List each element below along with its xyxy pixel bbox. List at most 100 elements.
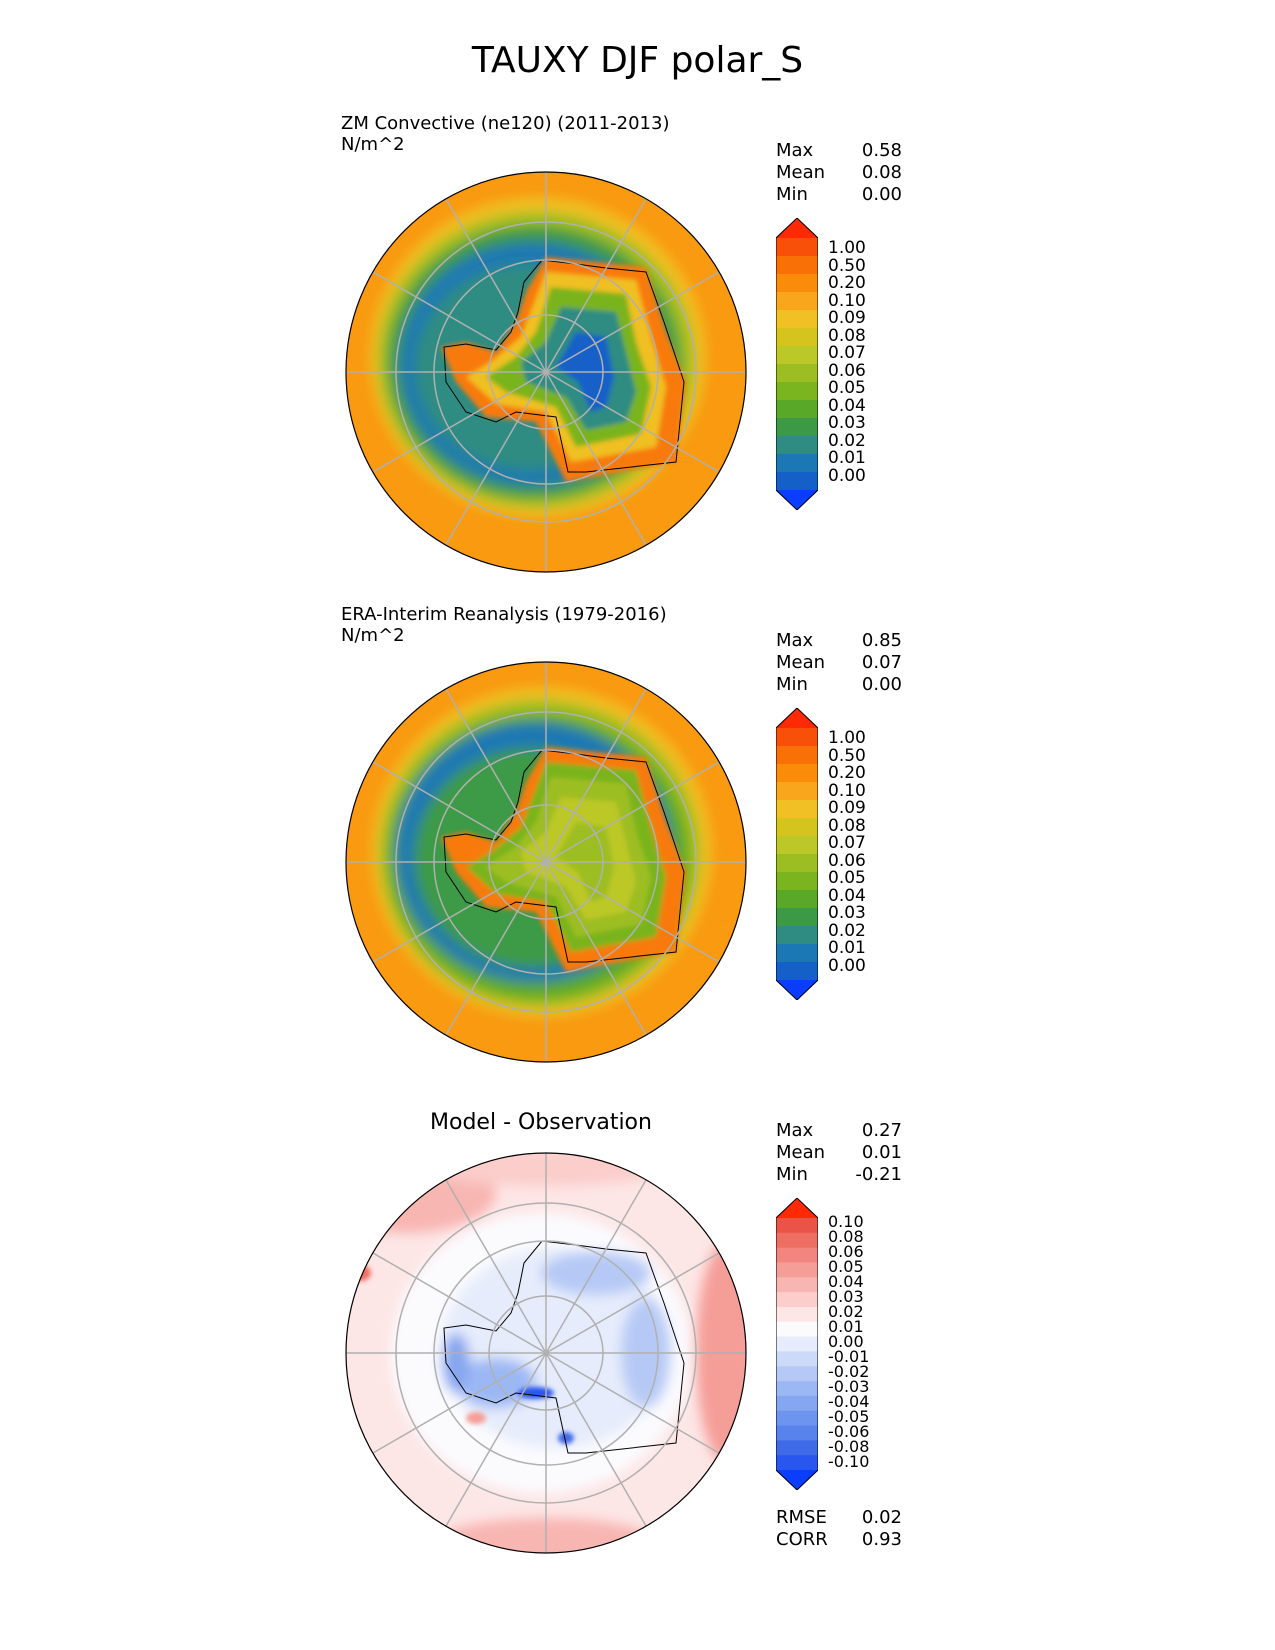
metric-value: 0.02: [861, 1507, 902, 1528]
colorbar-tick-label: 0.07: [828, 833, 866, 853]
colorbar-swatch: [776, 1262, 818, 1278]
panel-3-colorbar-labels: 0.10 0.08 0.06 0.05 0.04 0.03 0.02 0.01 …: [828, 1212, 870, 1470]
colorbar-tick-label: 0.50: [828, 745, 866, 766]
colorbar-tick-label: 0.02: [828, 430, 866, 451]
stat-value: 0.01: [861, 1142, 902, 1163]
stat-label: Max: [776, 1120, 814, 1141]
stat-label: Max: [776, 140, 814, 161]
colorbar-swatch: [776, 1232, 818, 1249]
colorbar-tick-label: 0.20: [828, 763, 866, 783]
stat-value: 0.08: [861, 162, 902, 183]
panel-3-stats: Max 0.27 Mean 0.01 Min -0.21: [776, 1120, 902, 1186]
colorbar-swatch: [776, 1395, 818, 1412]
colorbar-swatch: [776, 1410, 818, 1427]
colorbar-tick-label: -0.06: [828, 1422, 870, 1441]
colorbar-swatch: [776, 908, 818, 927]
colorbar-swatch: [776, 836, 818, 855]
colorbar-tick-label: 0.02: [828, 920, 866, 941]
colorbar-swatch: [776, 1455, 818, 1471]
stat-value: 0.00: [861, 184, 902, 205]
colorbar-swatch: [776, 256, 818, 275]
colorbar-tick-label: 0.01: [828, 448, 866, 468]
stat-value: -0.21: [855, 1164, 902, 1185]
colorbar-tick-label: -0.02: [828, 1362, 870, 1381]
colorbar-tick-label: -0.08: [828, 1437, 870, 1456]
panel-1-colorbar-labels: 1.00 0.50 0.20 0.10 0.09 0.08 0.07 0.06 …: [828, 239, 866, 485]
panel-1-colorbar: [776, 218, 818, 510]
stat-label: Min: [776, 184, 808, 205]
colorbar-tick-label: -0.01: [828, 1347, 870, 1366]
panel-3-metrics: RMSE 0.02 CORR 0.93: [776, 1507, 902, 1551]
colorbar-tick-label: 0.01: [828, 938, 866, 958]
colorbar-swatch: [776, 1381, 818, 1397]
colorbar-swatch: [776, 944, 818, 963]
colorbar-tick-label: 0.50: [828, 255, 866, 276]
colorbar-swatch: [776, 1247, 818, 1264]
panel-1-units: N/m^2: [341, 134, 405, 155]
stat-value: 0.00: [861, 674, 902, 695]
colorbar-tick-label: 0.06: [828, 850, 866, 871]
colorbar-tick-label: 0.08: [828, 325, 866, 346]
colorbar-swatch: [776, 1306, 818, 1323]
panel-2-units: N/m^2: [341, 625, 405, 646]
colorbar-swatch: [776, 800, 818, 819]
panel-2-stats: Max 0.85 Mean 0.07 Min 0.00: [776, 630, 902, 696]
colorbar-swatch: [776, 818, 818, 837]
colorbar-swatch: [776, 454, 818, 473]
colorbar-extend-max: [776, 1198, 818, 1218]
colorbar-swatch: [776, 890, 818, 909]
metric-label: CORR: [776, 1529, 828, 1550]
stat-label: Mean: [776, 162, 826, 183]
colorbar-tick-label: 0.03: [828, 903, 866, 923]
panel-1-map: [345, 171, 747, 573]
panel-3-title: Model - Observation: [430, 1110, 652, 1135]
colorbar-swatch: [776, 472, 818, 491]
colorbar-swatch: [776, 1218, 818, 1234]
colorbar-tick-label: 0.04: [828, 1272, 864, 1291]
colorbar-tick-label: 0.08: [828, 1227, 864, 1246]
stat-value: 0.27: [861, 1120, 902, 1141]
panel-1-stats: Max 0.58 Mean 0.08 Min 0.00: [776, 140, 902, 206]
stat-label: Max: [776, 630, 814, 651]
colorbar-swatch: [776, 1321, 818, 1338]
colorbar-tick-label: 0.06: [828, 360, 866, 381]
colorbar-swatch: [776, 382, 818, 401]
colorbar-tick-label: 0.10: [828, 290, 866, 311]
colorbar-swatch: [776, 400, 818, 419]
colorbar-tick-label: 0.04: [828, 885, 866, 906]
colorbar-swatch: [776, 782, 818, 801]
metric-label: RMSE: [776, 1507, 827, 1528]
panel-3-colorbar: [776, 1198, 818, 1490]
colorbar-extend-max: [776, 708, 818, 728]
stat-label: Min: [776, 1164, 808, 1185]
colorbar-extend-max: [776, 218, 818, 238]
colorbar-swatch: [776, 872, 818, 891]
colorbar-tick-label: -0.05: [828, 1407, 870, 1426]
colorbar-swatch: [776, 364, 818, 383]
stat-label: Mean: [776, 652, 826, 673]
colorbar-extend-min: [776, 490, 818, 510]
colorbar-tick-label: 0.09: [828, 798, 866, 818]
colorbar-tick-label: 0.06: [828, 1242, 864, 1261]
stat-value: 0.58: [861, 140, 902, 161]
colorbar-tick-label: 0.03: [828, 1287, 864, 1306]
colorbar-tick-label: 0.05: [828, 868, 866, 888]
colorbar-swatch: [776, 1336, 818, 1353]
colorbar-swatch: [776, 436, 818, 455]
colorbar-tick-label: 0.09: [828, 308, 866, 328]
colorbar-tick-label: 0.10: [828, 1212, 864, 1231]
stat-value: 0.07: [861, 652, 902, 673]
colorbar-tick-label: 0.00: [828, 1332, 864, 1351]
colorbar-swatch: [776, 238, 818, 257]
colorbar-swatch: [776, 1351, 818, 1367]
colorbar-tick-label: 0.01: [828, 1317, 864, 1336]
colorbar-swatch: [776, 764, 818, 783]
colorbar-tick-label: 0.00: [828, 955, 866, 976]
colorbar-swatch: [776, 962, 818, 981]
colorbar-swatch: [776, 1292, 818, 1308]
colorbar-swatch: [776, 292, 818, 311]
colorbar-tick-label: 0.08: [828, 815, 866, 836]
colorbar-swatch: [776, 1277, 818, 1293]
colorbar-tick-label: 0.02: [828, 1302, 864, 1321]
colorbar-tick-label: 1.00: [828, 728, 866, 748]
